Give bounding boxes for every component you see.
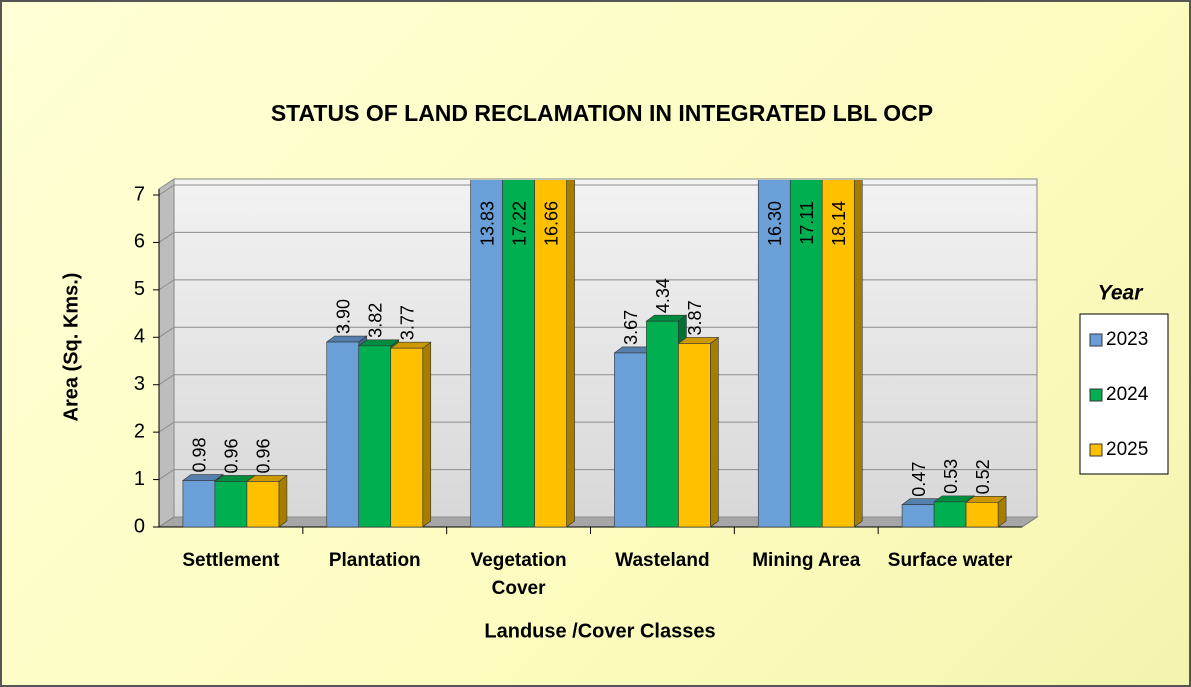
bar <box>246 481 280 528</box>
y-tick-label: 1 <box>134 468 145 490</box>
value-label: 17.22 <box>509 201 529 246</box>
y-tick-label: 6 <box>134 231 145 253</box>
value-label: 16.66 <box>541 201 561 246</box>
y-tick-label: 4 <box>134 326 145 348</box>
bar <box>901 504 935 528</box>
bar <box>646 320 679 528</box>
value-label: 0.53 <box>941 459 961 494</box>
value-label: 16.30 <box>765 201 785 246</box>
bar <box>614 352 647 528</box>
back-wall <box>173 178 1038 518</box>
bar <box>182 480 216 528</box>
bar <box>933 501 967 528</box>
y-tick-label: 3 <box>134 373 145 395</box>
bar <box>502 180 535 528</box>
value-label: 3.90 <box>334 299 354 334</box>
grid-line <box>158 421 1037 433</box>
bar-side <box>853 180 863 528</box>
value-label: 3.82 <box>366 303 386 338</box>
bar <box>358 345 392 528</box>
value-label: 4.34 <box>653 278 673 313</box>
grid-line <box>158 231 1037 243</box>
y-tick-label: 7 <box>134 183 145 205</box>
value-label: 0.47 <box>909 462 929 497</box>
legend-swatch <box>1089 443 1103 457</box>
legend-title: Year <box>1098 282 1145 305</box>
x-tick-label: Vegetation Cover <box>470 550 567 599</box>
value-label: 3.77 <box>398 305 418 340</box>
bar <box>326 341 360 528</box>
value-label: 0.98 <box>190 437 210 472</box>
value-label: 0.96 <box>222 438 242 473</box>
legend-label: 2023 <box>1106 329 1148 350</box>
x-tick-label: Wasteland <box>615 550 710 571</box>
chart-title: STATUS OF LAND RECLAMATION IN INTEGRATED… <box>271 100 933 126</box>
legend-swatch <box>1089 333 1103 347</box>
bar-side <box>278 474 288 528</box>
bar-side <box>422 341 432 528</box>
bar-side <box>710 336 719 528</box>
bar <box>965 502 999 528</box>
grid-line <box>158 184 1037 196</box>
value-label: 3.67 <box>621 310 641 345</box>
bar <box>757 180 791 528</box>
value-label: 13.83 <box>477 201 497 246</box>
grid-line <box>158 469 1037 480</box>
bar <box>789 180 823 528</box>
x-axis-title: Landuse /Cover Classes <box>484 620 715 642</box>
y-axis-title: Area (Sq. Kms.) <box>60 273 82 422</box>
value-label: 0.52 <box>973 459 993 494</box>
bar <box>534 180 567 528</box>
grid-line <box>158 326 1037 338</box>
legend-label: 2024 <box>1106 384 1149 405</box>
bar <box>390 347 424 528</box>
x-tick-label: Mining Area <box>752 550 861 571</box>
legend-swatch <box>1089 388 1103 402</box>
bar <box>470 180 503 528</box>
value-label: 18.14 <box>829 201 849 246</box>
bars <box>182 180 1007 528</box>
grid-line <box>158 279 1037 291</box>
grid-line <box>158 516 1037 528</box>
legend-label: 2025 <box>1106 439 1148 460</box>
value-label: 3.87 <box>685 300 705 335</box>
bar <box>678 343 711 528</box>
bar <box>214 481 248 528</box>
y-tick-label: 5 <box>134 278 145 300</box>
bar <box>821 180 855 528</box>
x-tick-label: Plantation <box>328 550 421 571</box>
y-tick-label: 2 <box>134 420 145 442</box>
grid-line <box>158 374 1037 386</box>
value-label: 17.11 <box>797 201 817 245</box>
y-tick-label: 0 <box>134 515 145 537</box>
x-tick-label: Settlement <box>182 550 280 571</box>
x-tick-label: Surface water <box>887 550 1013 571</box>
bar-side <box>566 180 575 528</box>
value-label: 0.96 <box>254 438 274 473</box>
